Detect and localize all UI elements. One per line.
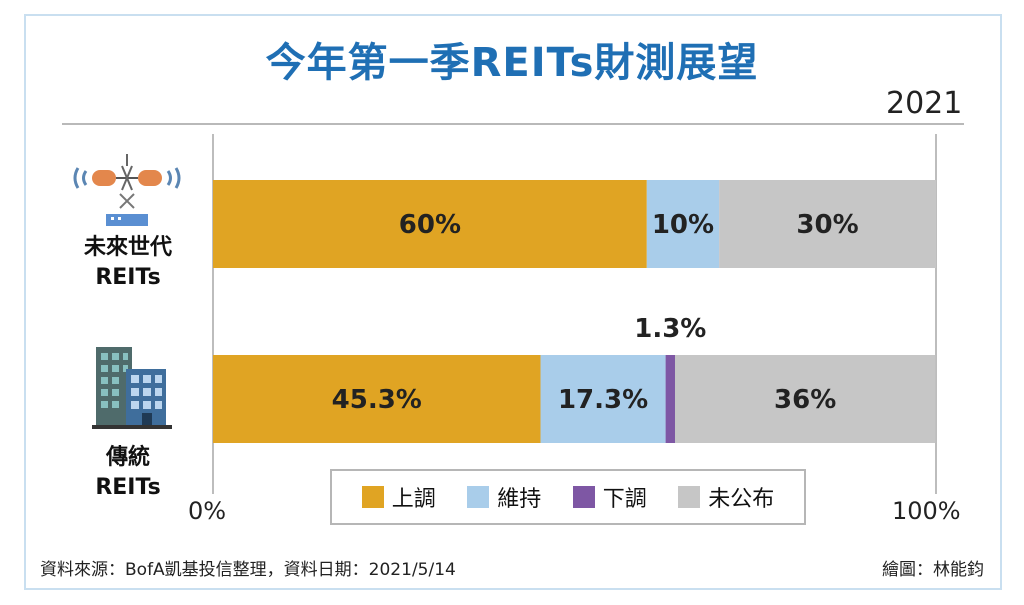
legend-label-hold: 維持	[497, 487, 542, 512]
data-label-none-1: 36%	[774, 385, 836, 415]
bar-segment-up-1	[213, 355, 541, 443]
data-label-none-0: 30%	[796, 210, 858, 240]
bar-segment-up-0	[213, 180, 647, 268]
legend-label-none: 未公布	[708, 487, 775, 512]
legend-label-down: 下調	[602, 487, 647, 512]
axis-right-line	[935, 134, 937, 494]
category-label-traditional-line1: 傳統	[105, 445, 150, 470]
tick-label-0: 0%	[188, 497, 227, 525]
satellite-icon	[73, 154, 181, 226]
year-label: 2021	[886, 86, 963, 121]
legend-item-down: 下調	[572, 481, 647, 513]
bar-segment-none-0	[719, 180, 936, 268]
legend-label-up: 上調	[391, 487, 436, 512]
source-note: 資料來源：BofA凱基投信整理，資料日期：2021/5/14	[40, 560, 456, 580]
category-label-future-line2: REITs	[95, 265, 161, 290]
legend-swatch-down	[572, 486, 595, 508]
data-label-up-0: 60%	[399, 210, 461, 240]
legend: 上調 維持 下調 未公布	[330, 469, 806, 525]
category-label-traditional: 傳統 REITs	[68, 443, 188, 503]
bar-segment-down-1	[665, 355, 675, 443]
legend-swatch-up	[361, 486, 384, 508]
data-label-hold-0: 10%	[652, 210, 714, 240]
legend-swatch-none	[678, 486, 701, 508]
building-icon	[92, 347, 172, 429]
legend-item-up: 上調	[361, 481, 436, 513]
category-label-traditional-line2: REITs	[95, 475, 161, 500]
bar-segment-none-1	[674, 355, 936, 443]
bar-segment-hold-0	[646, 180, 720, 268]
category-label-future-line1: 未來世代	[83, 235, 172, 260]
tick-label-100: 100%	[892, 497, 961, 525]
data-label-hold-1: 17.3%	[558, 385, 648, 415]
credit-note: 繪圖：林能鈞	[882, 560, 984, 580]
bar-segment-hold-1	[540, 355, 666, 443]
data-label-down-1: 1.3%	[634, 314, 706, 344]
legend-item-none: 未公布	[678, 481, 774, 513]
category-label-future: 未來世代 REITs	[68, 233, 188, 293]
chart-frame	[24, 14, 1002, 590]
legend-swatch-hold	[467, 486, 490, 508]
title-divider	[62, 123, 964, 125]
legend-item-hold: 維持	[467, 481, 541, 513]
chart-title: 今年第一季REITs財測展望	[265, 40, 759, 86]
data-label-up-1: 45.3%	[332, 385, 422, 415]
axis-left-line	[212, 134, 214, 494]
